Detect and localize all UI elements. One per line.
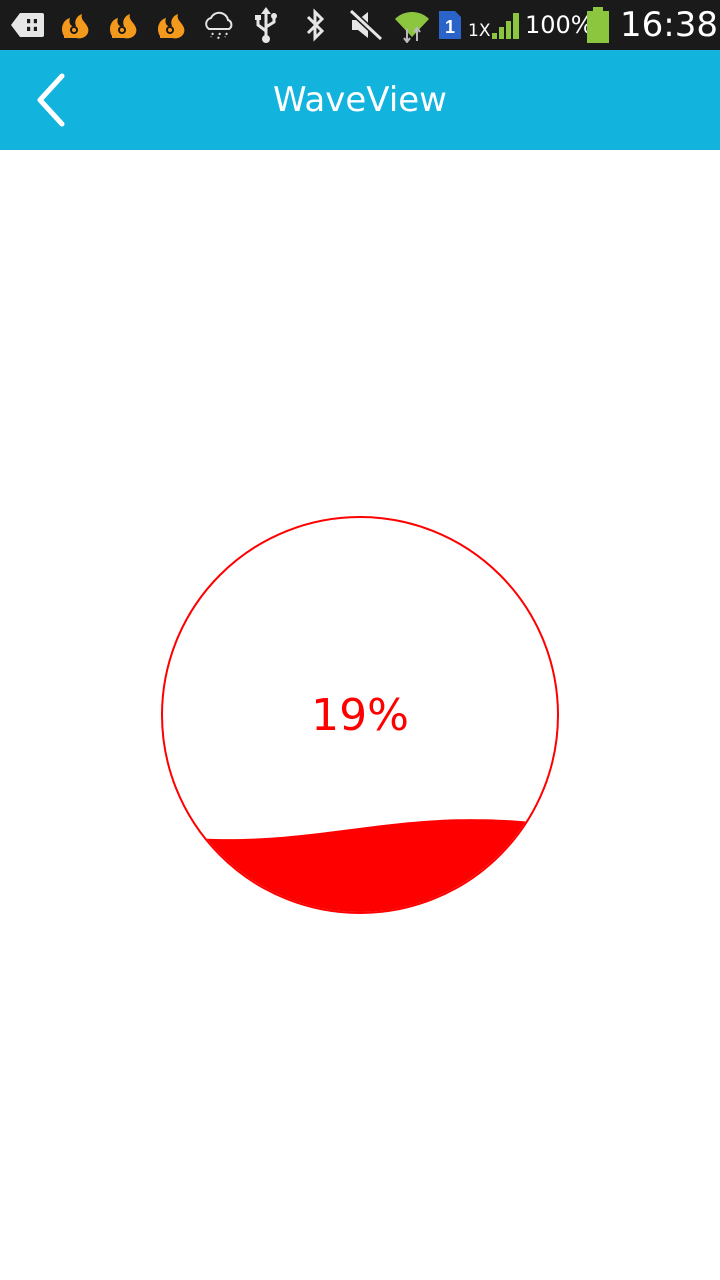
status-bar: 1 1X 100% 16:38 xyxy=(0,0,720,50)
usb-icon xyxy=(250,0,282,50)
svg-text:1: 1 xyxy=(445,17,455,37)
wave-fill xyxy=(163,819,557,912)
back-button[interactable] xyxy=(20,68,84,132)
uc-browser-icon xyxy=(104,0,142,50)
app-bar: WaveView xyxy=(0,50,720,150)
chevron-left-icon xyxy=(37,73,65,127)
sim-1-icon: 1 xyxy=(436,0,464,50)
uc-browser-icon xyxy=(152,0,190,50)
progress-label: 19% xyxy=(311,690,409,741)
wave-view: 19% xyxy=(161,516,559,914)
sound-muted-icon xyxy=(346,0,386,50)
clock: 16:38 xyxy=(620,5,718,45)
battery-percent: 100% xyxy=(525,11,594,39)
signal-icon xyxy=(490,0,524,50)
add-notification-icon xyxy=(8,0,48,50)
page-title: WaveView xyxy=(272,80,447,120)
uc-browser-icon xyxy=(56,0,94,50)
weather-rain-icon xyxy=(200,0,238,50)
wifi-icon xyxy=(392,0,432,50)
bluetooth-icon xyxy=(300,0,332,50)
battery-icon xyxy=(584,0,612,50)
content-area: 19% xyxy=(0,150,720,1280)
wave-circle-border xyxy=(161,516,559,914)
signal-type-label: 1X xyxy=(468,21,491,41)
